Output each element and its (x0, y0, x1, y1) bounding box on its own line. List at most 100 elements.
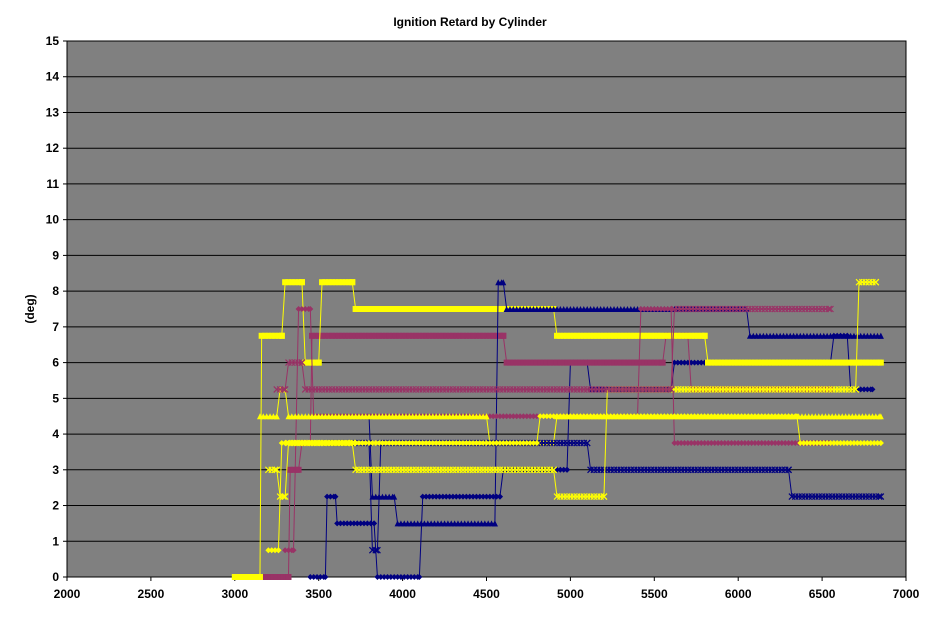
data-point (272, 547, 279, 554)
data-point (738, 440, 745, 446)
data-point (597, 359, 604, 366)
data-point (456, 306, 463, 312)
data-point (540, 359, 547, 366)
data-point (842, 359, 849, 366)
data-point (268, 547, 275, 554)
data-point (285, 279, 292, 286)
data-point (423, 332, 430, 339)
data-point (857, 386, 864, 393)
data-point (473, 440, 480, 446)
data-point (874, 440, 881, 446)
data-point (305, 440, 312, 446)
data-point (510, 359, 517, 366)
data-point (574, 332, 581, 339)
data-point (533, 359, 540, 366)
data-point (664, 306, 671, 312)
data-point (530, 440, 537, 446)
data-point (436, 493, 443, 500)
y-tick-label: 11 (46, 177, 59, 191)
data-point (355, 332, 362, 339)
data-point (674, 359, 681, 366)
data-point (871, 440, 878, 446)
data-point (486, 306, 493, 312)
data-point (570, 332, 577, 339)
data-point (547, 413, 554, 420)
data-point (273, 413, 280, 420)
data-point (389, 440, 396, 446)
data-point (384, 574, 391, 580)
data-point (762, 413, 769, 420)
data-point (523, 413, 530, 420)
data-point (604, 413, 611, 420)
data-point (423, 493, 430, 500)
data-point (557, 332, 564, 339)
data-point (285, 440, 292, 446)
data-point (869, 386, 876, 393)
data-point (877, 493, 885, 501)
data-point (537, 413, 544, 420)
data-point (339, 279, 346, 286)
data-point (382, 440, 389, 446)
data-point (861, 440, 868, 446)
data-point (399, 306, 406, 312)
data-point (466, 440, 473, 446)
data-point (322, 440, 329, 446)
data-point (352, 332, 359, 339)
data-point (825, 305, 833, 313)
data-point (396, 332, 403, 339)
data-point (362, 332, 369, 339)
data-point (379, 332, 386, 339)
x-tick-label: 6000 (725, 587, 752, 601)
data-point (327, 493, 334, 500)
data-point (731, 413, 738, 420)
data-point (278, 440, 285, 446)
data-point (460, 440, 467, 446)
data-point (800, 440, 807, 446)
data-point (513, 440, 520, 446)
data-point (772, 359, 779, 366)
data-point (413, 332, 420, 339)
data-point (349, 332, 356, 339)
data-point (651, 306, 658, 312)
data-point (409, 332, 416, 339)
data-point (483, 306, 490, 312)
data-point (875, 493, 883, 501)
series (273, 305, 834, 393)
data-point (540, 413, 547, 420)
data-point (501, 306, 508, 312)
data-point (802, 359, 809, 366)
data-point (409, 306, 416, 312)
data-point (533, 440, 540, 446)
data-point (315, 332, 322, 339)
data-point (503, 359, 510, 366)
data-point (550, 359, 557, 366)
data-point (282, 279, 289, 286)
data-point (607, 359, 614, 366)
data-point (496, 413, 503, 420)
data-point (664, 413, 671, 420)
data-point (278, 332, 285, 339)
data-point (624, 332, 631, 339)
data-point (694, 413, 701, 420)
data-point (553, 413, 560, 420)
data-point (347, 520, 354, 527)
data-point (517, 359, 524, 366)
data-point (381, 574, 388, 580)
data-point (530, 413, 537, 420)
data-point (429, 440, 436, 446)
data-point (265, 547, 272, 554)
data-point (785, 466, 792, 474)
data-point (419, 306, 426, 312)
data-point (698, 440, 705, 446)
data-point (772, 413, 779, 420)
x-tick-label: 5500 (641, 587, 668, 601)
data-point (867, 440, 874, 446)
data-point (827, 305, 834, 313)
data-point (837, 440, 844, 446)
data-point (443, 306, 450, 312)
data-point (416, 574, 423, 580)
data-point (684, 332, 691, 339)
data-point (604, 332, 611, 339)
data-point (668, 332, 675, 339)
data-point (322, 279, 329, 286)
